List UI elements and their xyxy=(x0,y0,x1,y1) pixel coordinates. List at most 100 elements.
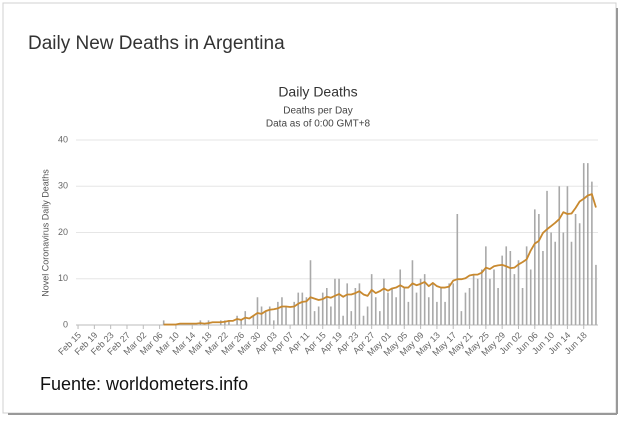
chart-note: Data as of 0:00 GMT+8 xyxy=(266,119,371,130)
bar xyxy=(550,232,552,325)
bar xyxy=(472,274,475,325)
bar xyxy=(582,163,585,325)
bar xyxy=(427,297,430,325)
bar xyxy=(264,311,267,325)
bar xyxy=(370,274,373,325)
line xyxy=(163,193,597,326)
bar xyxy=(366,306,369,325)
y-tick-label: 0 xyxy=(63,319,68,329)
bar xyxy=(505,246,508,325)
y-tick-label: 20 xyxy=(58,227,68,237)
bar xyxy=(432,283,434,325)
bar xyxy=(240,320,242,325)
bar xyxy=(476,278,479,325)
bar xyxy=(268,306,271,325)
bar xyxy=(321,292,324,325)
bar xyxy=(260,306,263,325)
bar xyxy=(407,301,410,325)
bar xyxy=(533,209,536,325)
bar xyxy=(342,315,344,325)
bar xyxy=(587,163,589,325)
bar xyxy=(317,306,320,325)
bar xyxy=(574,214,577,325)
bar xyxy=(485,246,487,325)
bar xyxy=(456,214,459,325)
bar xyxy=(354,288,357,325)
bar xyxy=(578,223,581,325)
bar xyxy=(277,301,279,325)
bar xyxy=(236,315,238,325)
bar xyxy=(338,278,340,325)
bar xyxy=(162,320,165,325)
bar xyxy=(558,186,561,325)
bar xyxy=(391,288,393,325)
bar xyxy=(448,283,450,325)
chart-title: Daily Deaths xyxy=(278,84,357,100)
bar xyxy=(252,315,255,325)
bar xyxy=(423,274,426,325)
bar xyxy=(509,251,512,325)
bar xyxy=(570,241,573,325)
bar xyxy=(468,288,471,325)
bar xyxy=(554,241,556,325)
y-tick-label: 40 xyxy=(58,134,68,144)
bar xyxy=(529,269,532,325)
y-axis-label: Novel Coronavirus Daily Deaths xyxy=(40,169,50,297)
bar xyxy=(383,278,385,325)
bar xyxy=(525,246,528,325)
bar xyxy=(313,311,316,325)
bar xyxy=(395,297,397,325)
bar xyxy=(595,264,597,325)
bar xyxy=(301,292,304,325)
bar xyxy=(256,297,259,325)
bar xyxy=(285,306,287,325)
source: Fuente: worldometers.info xyxy=(40,374,248,394)
bar xyxy=(562,232,565,325)
bar xyxy=(379,311,381,325)
bar xyxy=(374,297,377,325)
bar xyxy=(387,292,389,325)
bar xyxy=(546,190,548,325)
bar xyxy=(224,320,226,325)
y-tick-label: 30 xyxy=(58,181,68,191)
bar xyxy=(591,181,593,325)
bar xyxy=(452,283,455,325)
bar xyxy=(538,214,540,325)
bar xyxy=(293,301,295,325)
bar xyxy=(464,292,467,325)
bar xyxy=(566,186,569,325)
bar xyxy=(399,269,402,325)
bar xyxy=(334,278,336,325)
bar xyxy=(513,274,516,325)
bar xyxy=(362,315,365,325)
bar xyxy=(521,288,524,325)
bar xyxy=(411,260,414,325)
bar xyxy=(330,306,332,325)
frame xyxy=(2,2,617,414)
bar xyxy=(517,260,520,325)
bar xyxy=(272,320,275,325)
page-title: Daily New Deaths in Argentina xyxy=(28,33,285,54)
bar xyxy=(440,288,442,325)
y-tick-label: 10 xyxy=(58,273,68,283)
bar xyxy=(415,292,418,325)
bar xyxy=(305,297,308,325)
bar xyxy=(346,283,348,325)
bar xyxy=(460,311,463,325)
bar xyxy=(358,283,361,325)
bar xyxy=(493,269,495,325)
bar xyxy=(350,311,353,325)
bar xyxy=(309,260,312,325)
bar xyxy=(281,297,283,325)
bar xyxy=(501,255,503,325)
bar xyxy=(444,301,446,325)
bar xyxy=(297,292,300,325)
bar xyxy=(403,288,406,325)
bar xyxy=(436,301,438,325)
bar xyxy=(489,278,491,325)
bar xyxy=(326,288,328,325)
bar xyxy=(419,278,422,325)
bar xyxy=(497,288,499,325)
